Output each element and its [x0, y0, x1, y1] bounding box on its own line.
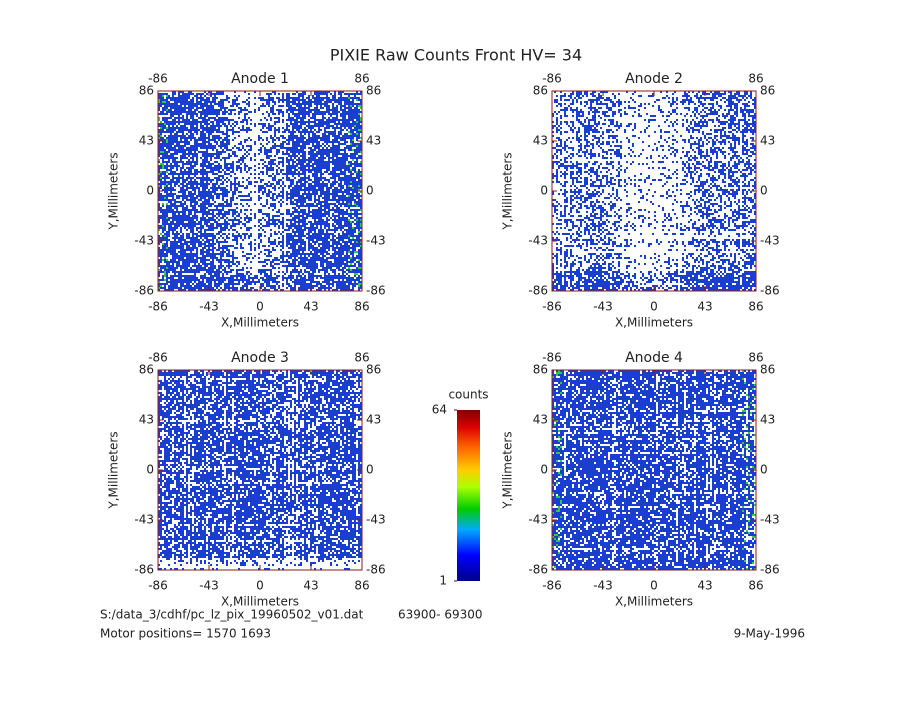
x-tick-label: 86	[354, 300, 369, 314]
y-tick-label-right: 43	[760, 134, 775, 148]
y-tick-label: -86	[134, 284, 154, 298]
y-axis-label: Y,Millimeters	[501, 431, 515, 509]
x-axis-label: X,Millimeters	[615, 316, 693, 330]
time-range: 63900- 69300	[398, 608, 483, 622]
x-tick-label: 0	[650, 300, 658, 314]
y-tick-label-right: 43	[366, 134, 381, 148]
noise-texture	[158, 370, 362, 570]
x-tick-label-top: 86	[354, 72, 369, 86]
x-axis-label: X,Millimeters	[221, 595, 299, 609]
y-tick-label-right: 86	[366, 363, 381, 377]
x-tick-label: -86	[148, 300, 168, 314]
y-tick-label: -43	[134, 513, 154, 527]
x-tick-label: 0	[650, 579, 658, 593]
file-name: S:/data_3/cdhf/pc_lz_pix_19960502_v01.da…	[100, 608, 364, 622]
x-tick-label: 43	[697, 579, 712, 593]
y-tick-label: 86	[533, 363, 548, 377]
y-tick-label-right: -43	[760, 234, 780, 248]
y-tick-label: 86	[139, 84, 154, 98]
y-tick-label: 43	[139, 134, 154, 148]
x-tick-label-top: -86	[148, 351, 168, 365]
x-axis-label: X,Millimeters	[615, 595, 693, 609]
x-tick-label-top: 86	[748, 351, 763, 365]
noise-texture	[552, 91, 756, 291]
figure-title: PIXIE Raw Counts Front HV= 34	[330, 46, 582, 65]
colorbar-title: counts	[448, 388, 488, 402]
y-tick-label-right: 43	[760, 413, 775, 427]
colorbar-tick-label: 1	[439, 574, 447, 588]
x-tick-label: -86	[542, 300, 562, 314]
y-tick-label: -86	[528, 563, 548, 577]
colorbar	[457, 410, 480, 581]
y-tick-label-right: 86	[760, 363, 775, 377]
x-tick-label: 86	[748, 579, 763, 593]
x-tick-label: 0	[256, 300, 264, 314]
x-tick-label-top: -86	[542, 72, 562, 86]
y-tick-label-right: 43	[366, 413, 381, 427]
y-tick-label-right: -43	[366, 513, 386, 527]
y-tick-label: 43	[533, 413, 548, 427]
noise-texture	[552, 370, 756, 570]
y-tick-label: 86	[533, 84, 548, 98]
x-tick-label: 86	[354, 579, 369, 593]
y-tick-label: 0	[540, 184, 548, 198]
y-tick-label: 43	[139, 413, 154, 427]
y-tick-label-right: 0	[760, 463, 768, 477]
x-tick-label-top: 86	[748, 72, 763, 86]
motor-positions: Motor positions= 1570 1693	[100, 627, 271, 641]
panel-title: Anode 3	[231, 350, 289, 366]
x-tick-label: -43	[593, 579, 613, 593]
y-tick-label-right: 0	[366, 463, 374, 477]
x-tick-label: -86	[148, 579, 168, 593]
y-tick-label: 86	[139, 363, 154, 377]
panel-title: Anode 4	[625, 350, 683, 366]
x-tick-label-top: -86	[148, 72, 168, 86]
y-tick-label-right: -86	[366, 284, 386, 298]
x-tick-label: -43	[199, 579, 219, 593]
y-tick-label: -43	[528, 234, 548, 248]
x-tick-label: -86	[542, 579, 562, 593]
y-axis-label: Y,Millimeters	[501, 152, 515, 230]
colorbar-tick-label: 64	[432, 403, 447, 417]
y-tick-label: 0	[146, 184, 154, 198]
x-tick-label: 86	[748, 300, 763, 314]
y-tick-label: -86	[528, 284, 548, 298]
y-tick-label-right: -43	[760, 513, 780, 527]
y-tick-label-right: 86	[366, 84, 381, 98]
y-tick-label-right: 0	[760, 184, 768, 198]
x-tick-label: 0	[256, 579, 264, 593]
y-tick-label: 43	[533, 134, 548, 148]
y-tick-label: -86	[134, 563, 154, 577]
x-tick-label-top: -86	[542, 351, 562, 365]
x-tick-label: 43	[303, 300, 318, 314]
y-tick-label: -43	[528, 513, 548, 527]
x-tick-label: -43	[593, 300, 613, 314]
panel-title: Anode 1	[231, 71, 289, 87]
y-tick-label-right: -86	[366, 563, 386, 577]
x-tick-label: 43	[697, 300, 712, 314]
noise-texture	[158, 91, 362, 291]
y-tick-label-right: -86	[760, 563, 780, 577]
y-tick-label: -43	[134, 234, 154, 248]
panel-title: Anode 2	[625, 71, 683, 87]
x-tick-label: 43	[303, 579, 318, 593]
x-tick-label-top: 86	[354, 351, 369, 365]
y-axis-label: Y,Millimeters	[107, 152, 121, 230]
y-axis-label: Y,Millimeters	[107, 431, 121, 509]
y-tick-label: 0	[146, 463, 154, 477]
y-tick-label-right: 0	[366, 184, 374, 198]
y-tick-label: 0	[540, 463, 548, 477]
x-tick-label: -43	[199, 300, 219, 314]
y-tick-label-right: -43	[366, 234, 386, 248]
date: 9-May-1996	[734, 627, 805, 641]
y-tick-label-right: -86	[760, 284, 780, 298]
y-tick-label-right: 86	[760, 84, 775, 98]
x-axis-label: X,Millimeters	[221, 316, 299, 330]
